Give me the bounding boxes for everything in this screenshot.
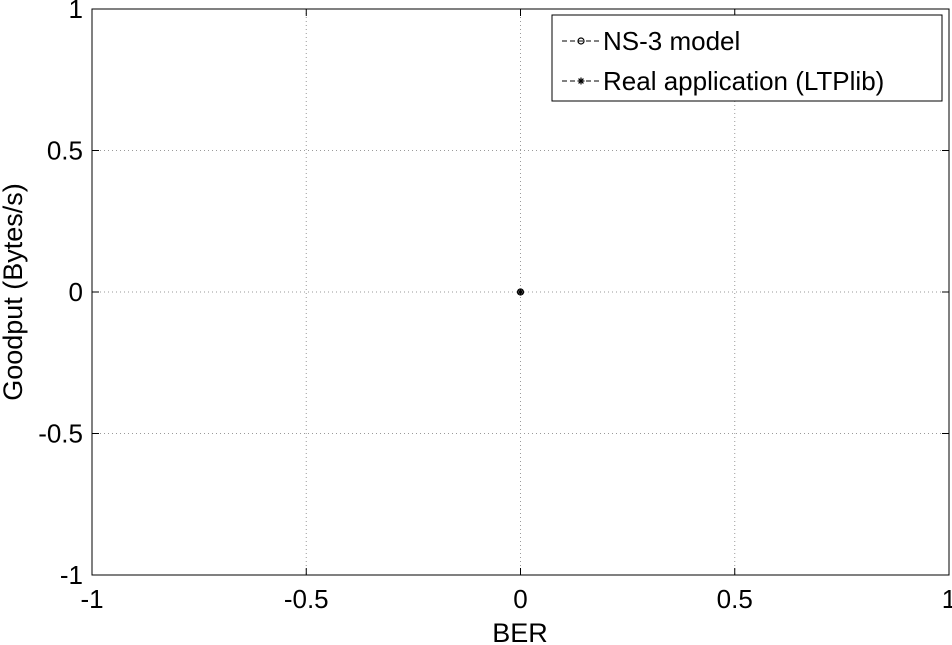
y-axis-title: Goodput (Bytes/s)	[0, 183, 28, 401]
legend: NS-3 model Real application (LTPlib)	[551, 14, 943, 102]
legend-marker-sample	[577, 37, 585, 45]
legend-marker-sample	[577, 77, 585, 85]
legend-entry-0: NS-3 model	[562, 26, 740, 56]
y-tick-label: -0.5	[38, 419, 83, 449]
y-tick-label: 0.5	[47, 136, 83, 166]
legend-entry-1: Real application (LTPlib)	[562, 66, 884, 96]
axis-ticks: -1 -0.5 0 0.5 1 -1 -0.5 0 0.5 1	[38, 0, 952, 614]
legend-items: NS-3 model Real application (LTPlib)	[562, 26, 884, 96]
y-tick-label: -1	[60, 560, 83, 590]
x-tick-label: 0.5	[717, 584, 753, 614]
x-tick-label: -0.5	[284, 584, 329, 614]
legend-label: Real application (LTPlib)	[603, 66, 884, 96]
x-axis-title: BER	[492, 618, 548, 645]
x-tick-label: 0	[513, 584, 527, 614]
x-tick-label: -1	[80, 584, 103, 614]
x-tick-label: 1	[942, 584, 952, 614]
data-markers	[516, 288, 525, 296]
legend-label: NS-3 model	[603, 26, 740, 56]
data-point-series-1	[517, 288, 524, 296]
y-tick-label: 0	[69, 277, 83, 307]
y-tick-label: 1	[69, 0, 83, 24]
legend-box	[551, 14, 943, 102]
